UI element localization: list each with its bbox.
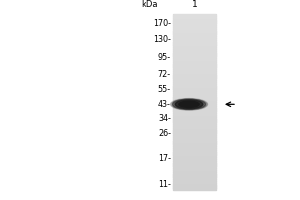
Bar — [172, 165, 216, 168]
Bar — [172, 106, 216, 109]
Text: 95-: 95- — [158, 53, 171, 62]
Bar — [172, 80, 216, 82]
Bar — [172, 179, 216, 181]
Bar — [172, 93, 216, 95]
Bar — [172, 137, 216, 139]
Bar — [172, 60, 216, 62]
Bar — [172, 159, 216, 161]
Bar — [172, 95, 216, 98]
Bar — [172, 47, 216, 49]
Bar — [172, 31, 216, 34]
Bar — [172, 146, 216, 148]
Bar — [172, 130, 216, 133]
Bar — [172, 174, 216, 177]
Bar — [172, 49, 216, 51]
Bar — [172, 16, 216, 18]
Bar — [172, 51, 216, 54]
Bar — [172, 185, 216, 188]
Text: 43-: 43- — [158, 100, 171, 109]
Text: 26-: 26- — [158, 129, 171, 138]
Bar — [172, 168, 216, 170]
Bar — [172, 14, 216, 190]
Bar — [172, 141, 216, 144]
Bar — [172, 170, 216, 172]
Bar — [172, 132, 216, 135]
Text: 17-: 17- — [158, 154, 171, 163]
Bar — [172, 22, 216, 25]
Bar — [172, 181, 216, 183]
Ellipse shape — [172, 99, 206, 110]
Bar — [172, 86, 216, 89]
Bar — [172, 84, 216, 87]
Bar — [172, 91, 216, 93]
Text: 72-: 72- — [158, 70, 171, 79]
Bar — [172, 71, 216, 73]
Bar — [172, 42, 216, 45]
Bar — [172, 69, 216, 71]
Bar — [172, 115, 216, 117]
Ellipse shape — [170, 99, 208, 110]
Bar — [172, 176, 216, 179]
Bar — [172, 108, 216, 111]
Text: 11-: 11- — [158, 180, 171, 189]
Bar — [172, 110, 216, 113]
Bar — [172, 121, 216, 124]
Bar — [172, 157, 216, 159]
Bar — [172, 172, 216, 175]
Bar — [172, 66, 216, 69]
Text: kDa: kDa — [142, 0, 158, 9]
Bar — [172, 139, 216, 142]
Bar — [172, 20, 216, 23]
Text: 55-: 55- — [158, 85, 171, 94]
Bar — [172, 117, 216, 120]
Bar — [172, 82, 216, 84]
Bar — [172, 99, 216, 102]
Bar — [172, 29, 216, 32]
Bar — [172, 104, 216, 106]
Bar — [172, 77, 216, 80]
Bar — [172, 25, 216, 27]
Bar — [172, 88, 216, 91]
Bar — [172, 53, 216, 56]
Bar — [172, 38, 216, 40]
Bar — [172, 143, 216, 146]
Bar — [172, 58, 216, 60]
Bar — [172, 73, 216, 76]
Text: 130-: 130- — [153, 35, 171, 44]
Bar — [172, 119, 216, 122]
Bar — [172, 128, 216, 131]
Bar — [172, 36, 216, 38]
Text: 1: 1 — [191, 0, 197, 9]
Bar — [172, 62, 216, 65]
Bar — [172, 55, 216, 58]
Ellipse shape — [175, 100, 203, 109]
Bar — [172, 44, 216, 47]
Bar — [172, 33, 216, 36]
Text: 170-: 170- — [153, 19, 171, 28]
Bar — [172, 187, 216, 190]
Bar — [172, 135, 216, 137]
Bar — [172, 14, 216, 16]
Bar — [172, 40, 216, 43]
Bar — [172, 161, 216, 164]
Bar — [172, 64, 216, 67]
Text: 34-: 34- — [158, 114, 171, 123]
Bar — [172, 126, 216, 128]
Bar — [172, 148, 216, 150]
Bar — [172, 102, 216, 104]
Bar — [172, 18, 216, 21]
Ellipse shape — [179, 101, 199, 107]
Bar — [172, 183, 216, 186]
Bar — [172, 75, 216, 78]
Bar — [172, 150, 216, 153]
Bar — [172, 97, 216, 100]
Bar — [172, 124, 216, 126]
Bar — [172, 163, 216, 166]
Bar — [172, 27, 216, 29]
Bar — [172, 154, 216, 157]
Bar — [172, 113, 216, 115]
Bar — [172, 152, 216, 155]
